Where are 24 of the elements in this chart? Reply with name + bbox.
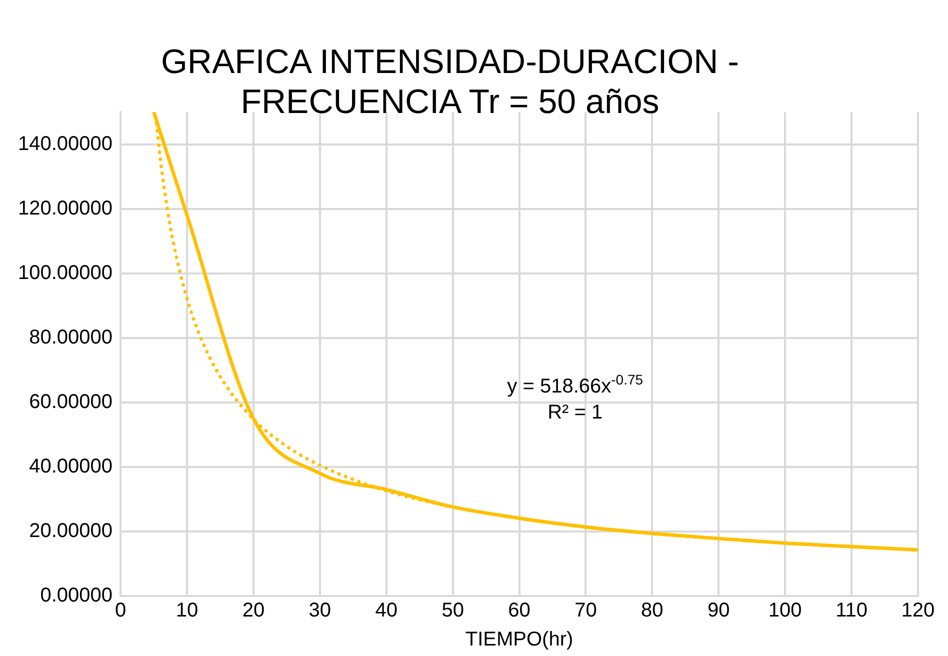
x-tick-label: 10	[176, 600, 198, 622]
y-tick-label: 20.00000	[29, 520, 113, 542]
chart-title: GRAFICA INTENSIDAD-DURACION - FRECUENCIA Tr = 50 años	[160, 42, 740, 122]
x-tick-label: 80	[641, 600, 664, 622]
x-tick-label: 0	[114, 600, 126, 622]
y-tick-label: 100.00000	[18, 262, 113, 284]
y-tick-label: 120.00000	[18, 197, 113, 220]
y-tick-label: 40.00000	[29, 455, 113, 478]
x-tick-label: 20	[242, 600, 265, 622]
x-tick-label: 50	[442, 600, 464, 622]
annotation: R² = 1	[548, 402, 603, 424]
x-tick-label: 30	[308, 600, 332, 622]
x-tick-label: 70	[574, 600, 597, 622]
y-tick-label: 140.00000	[18, 132, 113, 155]
y-tick-label: 60.00000	[29, 390, 113, 413]
x-tick-label: 120	[901, 600, 935, 622]
y-tick-label: 80.00000	[29, 326, 113, 348]
x-tick-label: 110	[836, 600, 868, 622]
x-tick-label: 90	[708, 600, 730, 622]
y-tick-label: 0.00000	[40, 584, 113, 607]
x-axis-title: TIEMPO(hr)	[465, 628, 574, 651]
x-tick-label: 60	[508, 600, 530, 622]
x-tick-label: 100	[768, 600, 802, 622]
x-tick-label: 40	[375, 600, 398, 622]
